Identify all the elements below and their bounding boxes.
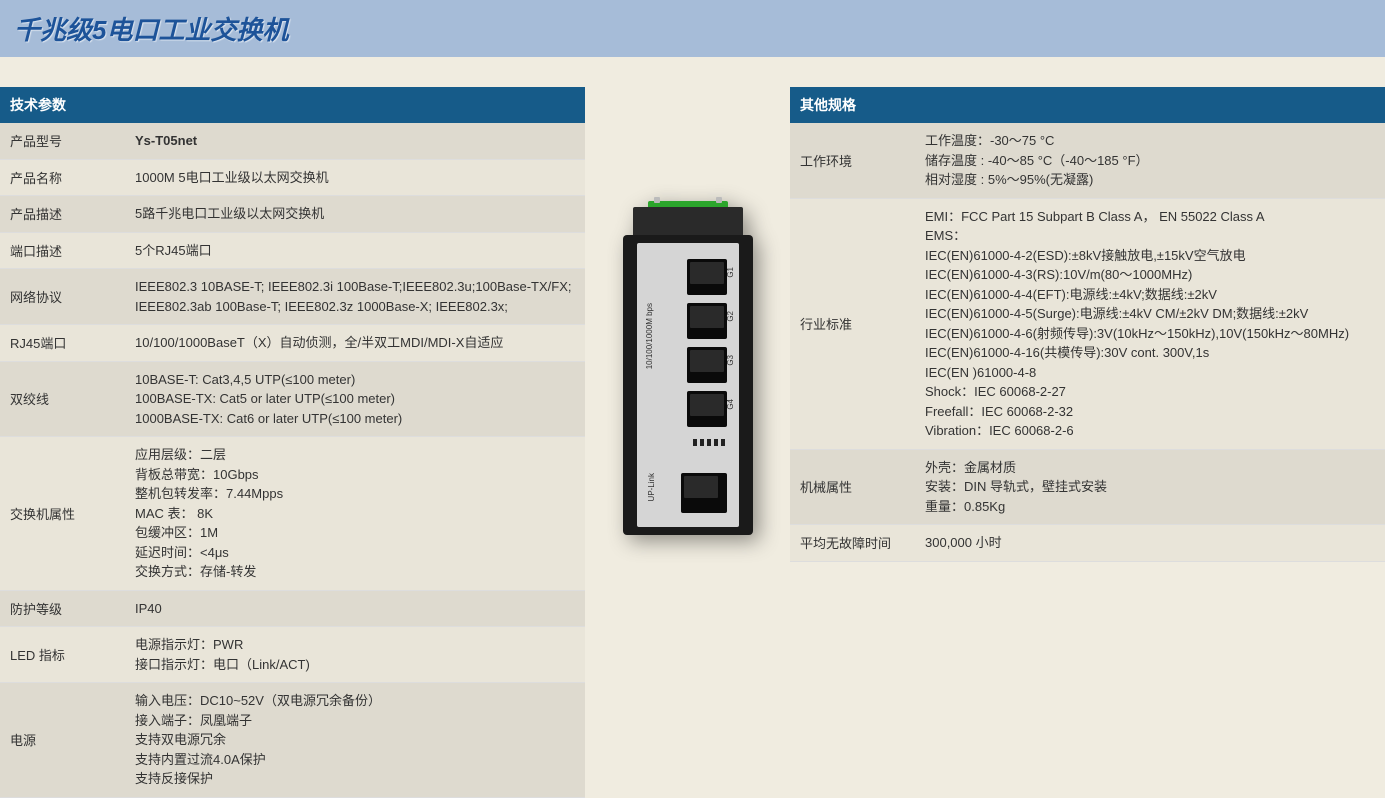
left-spec-value: 电源指示灯：PWR 接口指示灯：电口（Link/ACT) [125, 627, 585, 682]
mount-bracket [633, 207, 743, 237]
right-spec-value: 工作温度：-30～75 °C 储存温度 : -40～85 °C（-40～185 … [915, 123, 1385, 198]
left-spec-value: 应用层级：二层 背板总带宽：10Gbps 整机包转发率：7.44Mpps MAC… [125, 437, 585, 590]
right-spec-label: 行业标准 [790, 199, 915, 449]
right-section-header: 其他规格 [790, 87, 1385, 123]
device-body: 10/100/1000M bps G1 G2 G3 G4 UP-Link [623, 235, 753, 535]
page-title: 千兆级5电口工业交换机 [14, 10, 1371, 47]
right-spec-label: 工作环境 [790, 123, 915, 198]
port-label-3: G3 [726, 355, 735, 366]
left-spec-label: 产品型号 [0, 123, 125, 159]
title-bar: 千兆级5电口工业交换机 [0, 0, 1385, 57]
left-spec-row: 产品名称1000M 5电口工业级以太网交换机 [0, 160, 585, 197]
right-spec-row: 工作环境工作温度：-30～75 °C 储存温度 : -40～85 °C（-40～… [790, 123, 1385, 199]
right-spec-row: 平均无故障时间300,000 小时 [790, 525, 1385, 562]
left-spec-label: 端口描述 [0, 233, 125, 269]
left-spec-label: 电源 [0, 683, 125, 797]
rj45-uplink-port [681, 473, 727, 513]
left-spec-label: 防护等级 [0, 591, 125, 627]
left-specs-table: 技术参数 产品型号Ys-T05net产品名称1000M 5电口工业级以太网交换机… [0, 87, 585, 798]
side-label-bottom: UP-Link [647, 473, 656, 501]
left-spec-value: 5个RJ45端口 [125, 233, 585, 269]
left-spec-row: LED 指标电源指示灯：PWR 接口指示灯：电口（Link/ACT) [0, 627, 585, 683]
left-spec-value: 5路千兆电口工业级以太网交换机 [125, 196, 585, 232]
left-spec-row: 防护等级IP40 [0, 591, 585, 628]
left-spec-value: IEEE802.3 10BASE-T; IEEE802.3i 100Base-T… [125, 269, 585, 324]
rj45-port-3 [687, 347, 727, 383]
left-spec-label: 交换机属性 [0, 437, 125, 590]
left-spec-value: Ys-T05net [125, 123, 585, 159]
left-spec-row: RJ45端口10/100/1000BaseT（X）自动侦测，全/半双工MDI/M… [0, 325, 585, 362]
rj45-port-4 [687, 391, 727, 427]
port-label-2: G2 [726, 311, 735, 322]
product-image: 10/100/1000M bps G1 G2 G3 G4 UP-Link [613, 207, 763, 547]
product-image-column: 10/100/1000M bps G1 G2 G3 G4 UP-Link [585, 87, 790, 547]
left-section-header: 技术参数 [0, 87, 585, 123]
left-spec-row: 交换机属性应用层级：二层 背板总带宽：10Gbps 整机包转发率：7.44Mpp… [0, 437, 585, 591]
left-spec-label: RJ45端口 [0, 325, 125, 361]
left-spec-label: 产品名称 [0, 160, 125, 196]
left-spec-value: 10/100/1000BaseT（X）自动侦测，全/半双工MDI/MDI-X自适… [125, 325, 585, 361]
right-spec-value: 300,000 小时 [915, 525, 1385, 561]
led-row [693, 439, 725, 446]
right-spec-value: 外壳：金属材质 安装：DIN 导轨式，壁挂式安装 重量：0.85Kg [915, 450, 1385, 525]
left-spec-label: 双绞线 [0, 362, 125, 437]
left-spec-value: 10BASE-T: Cat3,4,5 UTP(≤100 meter) 100BA… [125, 362, 585, 437]
device-face: 10/100/1000M bps G1 G2 G3 G4 UP-Link [637, 243, 739, 527]
content-area: 技术参数 产品型号Ys-T05net产品名称1000M 5电口工业级以太网交换机… [0, 87, 1385, 798]
right-spec-row: 机械属性外壳：金属材质 安装：DIN 导轨式，壁挂式安装 重量：0.85Kg [790, 450, 1385, 526]
right-spec-label: 机械属性 [790, 450, 915, 525]
left-spec-label: 产品描述 [0, 196, 125, 232]
left-spec-row: 端口描述5个RJ45端口 [0, 233, 585, 270]
right-spec-value: EMI：FCC Part 15 Subpart B Class A， EN 55… [915, 199, 1385, 449]
port-label-1: G1 [726, 267, 735, 278]
left-spec-row: 网络协议IEEE802.3 10BASE-T; IEEE802.3i 100Ba… [0, 269, 585, 325]
left-spec-value: 输入电压：DC10~52V（双电源冗余备份） 接入端子：凤凰端子 支持双电源冗余… [125, 683, 585, 797]
left-spec-row: 电源输入电压：DC10~52V（双电源冗余备份） 接入端子：凤凰端子 支持双电源… [0, 683, 585, 798]
right-specs-table: 其他规格 工作环境工作温度：-30～75 °C 储存温度 : -40～85 °C… [790, 87, 1385, 562]
right-spec-row: 行业标准EMI：FCC Part 15 Subpart B Class A， E… [790, 199, 1385, 450]
left-spec-row: 双绞线10BASE-T: Cat3,4,5 UTP(≤100 meter) 10… [0, 362, 585, 438]
left-spec-value: IP40 [125, 591, 585, 627]
side-label-top: 10/100/1000M bps [645, 303, 654, 369]
left-spec-label: 网络协议 [0, 269, 125, 324]
rj45-port-2 [687, 303, 727, 339]
left-spec-value: 1000M 5电口工业级以太网交换机 [125, 160, 585, 196]
right-spec-label: 平均无故障时间 [790, 525, 915, 561]
port-label-4: G4 [726, 399, 735, 410]
left-spec-row: 产品型号Ys-T05net [0, 123, 585, 160]
left-spec-row: 产品描述5路千兆电口工业级以太网交换机 [0, 196, 585, 233]
left-spec-label: LED 指标 [0, 627, 125, 682]
rj45-port-1 [687, 259, 727, 295]
